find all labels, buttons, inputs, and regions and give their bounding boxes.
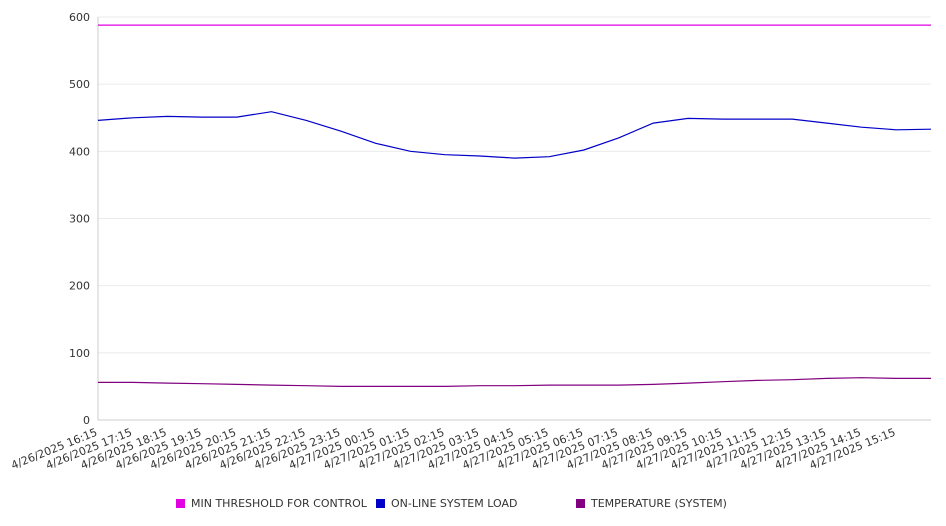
grid-lines (98, 16, 931, 354)
y-tick-label: 300 (69, 213, 90, 226)
y-tick-label: 100 (69, 347, 90, 360)
legend-label: MIN THRESHOLD FOR CONTROL (191, 497, 367, 510)
legend-item[interactable]: MIN THRESHOLD FOR CONTROL (176, 497, 367, 510)
legend-item[interactable]: ON-LINE SYSTEM LOAD (376, 497, 517, 510)
series-line (98, 377, 931, 387)
legend-swatch (576, 499, 585, 508)
legend-swatch (376, 499, 385, 508)
series-line (97, 111, 932, 159)
y-tick-label: 400 (69, 145, 90, 158)
y-tick-label: 500 (69, 78, 90, 91)
y-axis-ticks: 0 100 200 300 400 500 600 (69, 11, 90, 427)
series-lines (97, 24, 932, 387)
y-tick-label: 600 (69, 11, 90, 24)
legend-item[interactable]: TEMPERATURE (SYSTEM) (576, 497, 727, 510)
line-chart: 0 100 200 300 400 500 600 4/26/2025 16:154/26/… (9, 11, 932, 472)
y-tick-label: 200 (69, 280, 90, 293)
legend: MIN THRESHOLD FOR CONTROL ON-LINE SYSTEM … (0, 497, 946, 515)
x-axis-ticks: 4/26/2025 16:154/26/2025 17:154/26/2025 … (9, 426, 897, 472)
legend-swatch (176, 499, 185, 508)
y-tick-label: 0 (83, 414, 90, 427)
legend-label: ON-LINE SYSTEM LOAD (391, 497, 518, 510)
legend-label: TEMPERATURE (SYSTEM) (591, 497, 727, 510)
axes (97, 17, 931, 421)
